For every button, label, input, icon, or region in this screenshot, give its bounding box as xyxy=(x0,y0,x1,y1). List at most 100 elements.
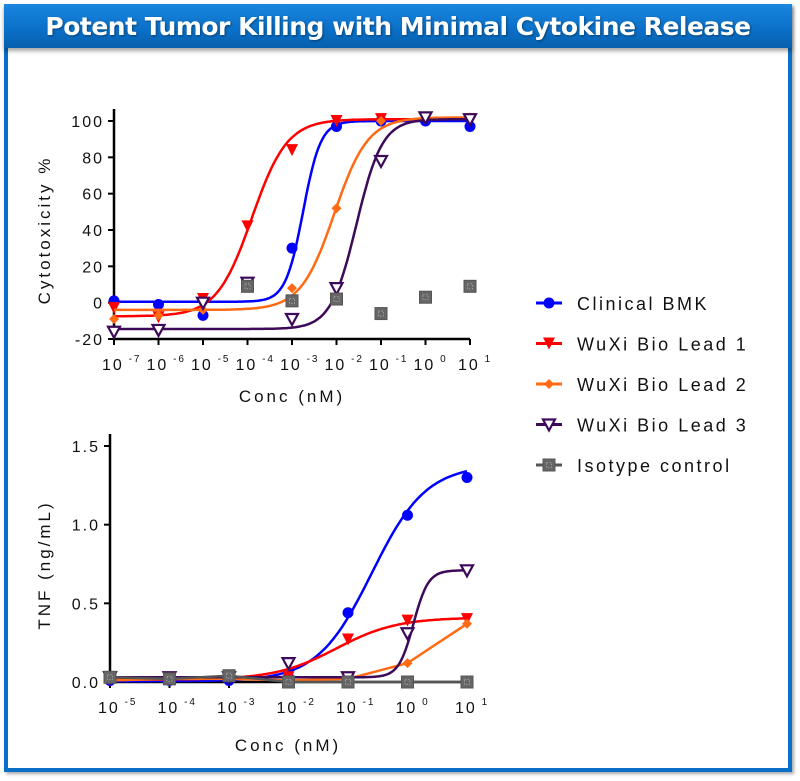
series-wuxi-bio-lead-3 xyxy=(102,564,475,686)
data-point xyxy=(376,116,386,126)
data-point xyxy=(330,115,343,127)
y-tick-label: -20 xyxy=(75,332,104,349)
x-tick-label: 10 -2 xyxy=(277,697,316,717)
legend-label: WuXi Bio Lead 1 xyxy=(577,335,748,355)
legend-marker xyxy=(541,418,557,433)
y-tick-label: 0.0 xyxy=(72,675,100,692)
x-tick-label: 10 0 xyxy=(396,697,430,717)
data-point xyxy=(150,323,167,339)
data-point xyxy=(341,675,355,689)
data-point xyxy=(342,607,354,619)
x-tick-label: 10 0 xyxy=(414,354,448,374)
marker-inner xyxy=(345,679,351,685)
marker-inner xyxy=(467,283,473,290)
x-tick-label: 10 -4 xyxy=(158,697,197,717)
y-tick-label: 60 xyxy=(82,187,104,204)
series-isotype-control xyxy=(103,669,474,689)
data-point xyxy=(374,307,388,321)
x-axis-label: Conc (nM) xyxy=(239,387,345,406)
x-tick-label: 10 -3 xyxy=(280,354,319,374)
data-point xyxy=(331,203,342,214)
data-point xyxy=(153,310,164,321)
x-tick-exponent: -5 xyxy=(120,697,138,708)
x-tick-exponent: -3 xyxy=(239,697,257,708)
y-tick-label: 1.0 xyxy=(72,518,100,535)
x-tick-exponent: -7 xyxy=(124,354,142,365)
x-tick-label: 10 -7 xyxy=(102,354,141,374)
x-tick-exponent: -5 xyxy=(213,354,231,365)
x-tick-label: 10 -5 xyxy=(98,697,137,717)
marker-inner xyxy=(333,296,340,302)
data-point xyxy=(109,314,119,325)
data-point xyxy=(241,279,254,293)
x-tick-exponent: -1 xyxy=(358,697,376,708)
marker-inner xyxy=(244,283,251,290)
legend-item: WuXi Bio Lead 2 xyxy=(536,375,748,395)
marker-inner xyxy=(166,675,173,682)
data-point xyxy=(241,220,254,233)
marker-inner xyxy=(404,679,411,685)
data-point xyxy=(402,658,413,669)
data-point xyxy=(460,675,474,689)
data-point xyxy=(163,672,176,686)
data-point xyxy=(153,298,164,310)
series-clinical-bmk xyxy=(104,469,473,686)
data-point xyxy=(328,282,345,297)
legend-marker xyxy=(544,379,554,389)
marker-inner xyxy=(464,679,470,685)
x-tick-label: 10 -1 xyxy=(336,697,375,717)
x-tick-exponent: -4 xyxy=(257,354,275,365)
x-tick-exponent: -2 xyxy=(346,354,364,365)
x-tick-label: 10 -4 xyxy=(236,354,275,374)
x-tick-exponent: 1 xyxy=(477,697,489,708)
legend-item: Isotype control xyxy=(536,456,729,476)
y-tick-label: 20 xyxy=(82,259,104,276)
fit-curve xyxy=(114,117,470,331)
data-point xyxy=(462,113,478,128)
data-point xyxy=(286,242,298,254)
legend-marker xyxy=(543,337,555,350)
y-tick-label: 0.5 xyxy=(72,596,100,613)
data-point xyxy=(402,509,413,521)
fit-curve xyxy=(110,469,468,683)
slide-title: Potent Tumor Killing with Minimal Cytoki… xyxy=(45,11,751,41)
marker-inner xyxy=(546,462,552,468)
marker-inner xyxy=(107,674,113,681)
data-point xyxy=(459,564,475,579)
x-tick-label: 10 -2 xyxy=(325,354,364,374)
x-tick-label: 10 1 xyxy=(455,697,489,717)
marker-inner xyxy=(289,297,295,304)
y-tick-label: 1.5 xyxy=(72,439,100,456)
x-tick-exponent: 1 xyxy=(480,354,492,365)
data-point xyxy=(373,154,389,170)
legend: Clinical BMK WuXi Bio Lead 1 WuXi Bio Lead… xyxy=(536,294,748,476)
data-point xyxy=(401,675,414,689)
data-point xyxy=(197,309,209,321)
legend-item: WuXi Bio Lead 3 xyxy=(536,416,748,436)
tnf-chart: TNF (ng/mL) Conc (nM) 0.00.51.01.510 -5 1… xyxy=(35,434,489,755)
series-wuxi-bio-lead-3 xyxy=(106,111,478,341)
x-tick-exponent: 0 xyxy=(417,697,429,708)
y-tick-label: 40 xyxy=(82,223,104,240)
data-point xyxy=(284,312,300,328)
data-point xyxy=(461,471,473,483)
legend-label: Clinical BMK xyxy=(577,294,709,314)
x-tick-exponent: -6 xyxy=(168,354,186,365)
data-point xyxy=(285,294,299,308)
legend-item: WuXi Bio Lead 1 xyxy=(536,335,748,355)
marker-inner xyxy=(378,310,384,317)
data-point xyxy=(417,111,434,126)
series-wuxi-bio-lead-2 xyxy=(105,618,472,686)
data-point xyxy=(342,633,354,646)
x-tick-exponent: -4 xyxy=(179,697,197,708)
legend-label: WuXi Bio Lead 3 xyxy=(577,416,748,436)
legend-label: WuXi Bio Lead 2 xyxy=(577,375,748,395)
y-axis-label: Cytotoxicity % xyxy=(35,156,54,305)
data-point xyxy=(280,657,297,672)
legend-marker xyxy=(543,297,555,309)
x-tick-label: 10 -5 xyxy=(191,354,230,374)
legend-item: Clinical BMK xyxy=(536,294,709,314)
x-tick-label: 10 1 xyxy=(458,354,492,374)
marker-inner xyxy=(226,672,232,679)
